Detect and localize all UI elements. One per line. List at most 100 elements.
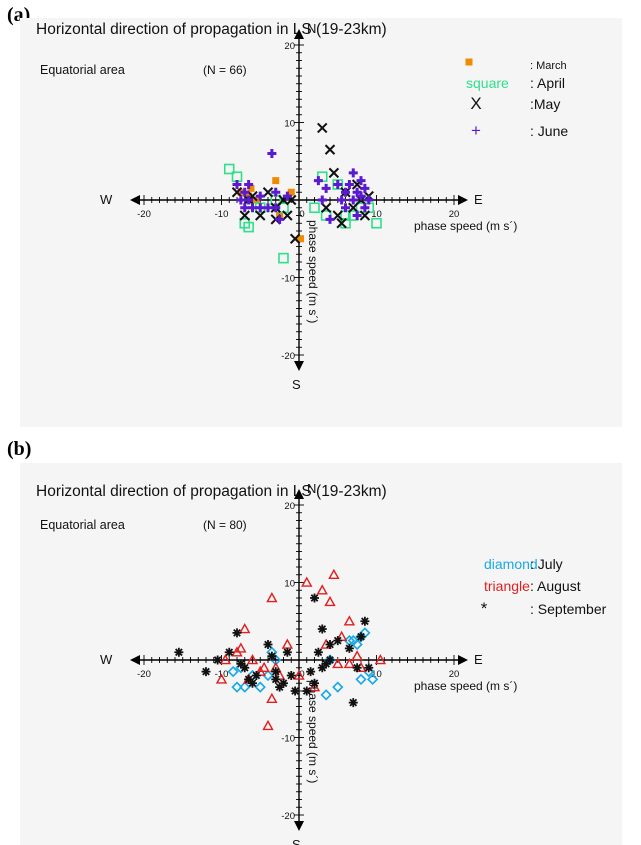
chart-a-arrow-east: [458, 195, 468, 205]
chart-a-march-point: [272, 177, 280, 185]
chart-b-september-point: [263, 640, 273, 649]
chart-b-september-point: [244, 674, 254, 684]
chart-a-april-point: [278, 252, 289, 264]
chart-b-september-point: [348, 698, 358, 708]
chart-b-september-point: [302, 686, 312, 696]
chart-a-june-point: [360, 183, 370, 193]
chart-a-x-tick-label: 20: [449, 209, 460, 220]
chart-b-y-tick-label: 10: [284, 579, 295, 590]
chart-b-august-point: [316, 584, 328, 595]
chart-a-legend: : March square: April X:May +: June: [465, 58, 568, 140]
chart-b-august-point: [332, 657, 344, 669]
chart-b-x-axis-label: phase speed (m s´): [414, 679, 517, 693]
chart-a-arrow-west: [130, 195, 140, 205]
chart-b-legend-label-july: : July: [530, 556, 563, 572]
chart-a-june-point: [360, 203, 370, 213]
chart-a-june-point: [344, 180, 354, 189]
chart-b-august-point: [281, 638, 294, 649]
chart-a-june-point: [317, 195, 327, 205]
chart-b-september-point: [232, 628, 242, 638]
chart-a-subtitle: Equatorial area: [40, 63, 125, 77]
chart-a-june-point: [364, 195, 374, 205]
chart-b-x-tick-label: 0: [299, 669, 304, 680]
chart-a-may-point: [332, 210, 343, 221]
chart-b-legend-symbol-july: diamond: [484, 556, 538, 572]
chart-a-june-point: [341, 203, 350, 213]
chart-b-august-point: [215, 673, 228, 684]
chart-a-y-tick-label: 10: [284, 119, 295, 130]
chart-b-y-axis-label: phase speed (m s´): [306, 680, 320, 783]
chart-b-july-point: [262, 669, 274, 682]
chart-a-arrow-south: [294, 361, 304, 371]
chart-b-july-point: [320, 689, 332, 701]
chart-b-x-tick-label: -20: [137, 669, 151, 680]
chart-b-y-tick-label: 20: [284, 501, 295, 512]
chart-b-august-point: [266, 692, 278, 704]
chart-b-september-point: [313, 647, 323, 657]
chart-a-legend-symbol-may: X: [470, 94, 481, 113]
chart-a-may-point: [317, 122, 328, 134]
chart-a-may-point: [359, 210, 371, 221]
chart-b-september-point: [306, 667, 316, 677]
chart-a-june-point: [356, 176, 366, 186]
chart-b-september-point: [240, 663, 250, 673]
chart-a-june-point: [325, 214, 335, 224]
chart-a-may-point: [282, 210, 293, 221]
chart-a-may-point: [336, 218, 347, 229]
chart-a-x-tick-label: -10: [215, 209, 229, 220]
chart-a-may-point: [320, 202, 332, 213]
chart-a-x-tick-label: 10: [371, 209, 382, 220]
chart-a-y-tick-label: -10: [281, 274, 295, 285]
chart-a-june-point: [271, 187, 281, 197]
chart-b-september-point: [279, 678, 288, 688]
chart-a-compass-e: E: [474, 192, 483, 207]
chart-a-may-point: [231, 187, 243, 198]
chart-b-axes: [130, 489, 468, 831]
chart-b-arrow-south: [294, 821, 304, 831]
chart-b-august-point: [258, 661, 270, 673]
chart-b-arrow-north: [294, 489, 304, 499]
chart-b-september-point: [251, 671, 261, 680]
chart-b-september-point: [275, 682, 285, 692]
chart-b-july-point: [231, 681, 243, 693]
chart-a-june-point: [337, 195, 347, 205]
chart-a-june-point: [282, 191, 292, 201]
chart-b-september-point: [286, 671, 296, 680]
chart-b-arrow-west: [130, 655, 140, 665]
chart-b-august-point: [293, 669, 305, 680]
chart-b-august-point: [324, 595, 336, 607]
chart-a-june-point: [333, 180, 343, 189]
chart-b-july-point: [227, 665, 239, 678]
chart-b-july-point: [332, 681, 344, 693]
chart-a-june-point: [352, 211, 362, 220]
chart-a-june-point: [255, 203, 265, 213]
chart-a-june-point: [348, 195, 358, 205]
chart-a-march-point: [297, 235, 305, 243]
chart-b-september-point: [282, 647, 292, 657]
chart-a-april-point: [223, 163, 235, 175]
chart-b-august-point: [262, 719, 274, 731]
chart-a-x-tick-label: -20: [137, 209, 151, 220]
chart-a-may-point: [262, 187, 274, 198]
chart-a-y-axis-label: phase speed (m s´): [306, 220, 320, 323]
chart-a-x-tick-label: 0: [299, 209, 304, 220]
chart-b-september-point: [310, 593, 319, 603]
chart-a-june-point: [240, 187, 250, 197]
chart-b-august-point: [235, 642, 247, 653]
chart-a-arrow-north: [294, 29, 304, 39]
chart-b-september-point: [364, 663, 374, 673]
panel-a-background: [20, 18, 622, 427]
chart-b-august-point: [219, 654, 232, 665]
chart-a-legend-label-may: :May: [530, 96, 560, 112]
chart-b-series-september: [174, 593, 374, 708]
chart-b-y-tick-label: -20: [281, 811, 295, 822]
chart-a-june-point: [248, 203, 257, 213]
chart-a-april-point: [243, 221, 254, 233]
chart-b-series-august: [215, 568, 387, 731]
chart-a-june-point: [236, 195, 246, 205]
chart-b-n-label: (N = 80): [203, 518, 247, 532]
chart-b-september-point: [356, 632, 366, 642]
chart-a-legend-symbol-april: square: [466, 75, 509, 91]
